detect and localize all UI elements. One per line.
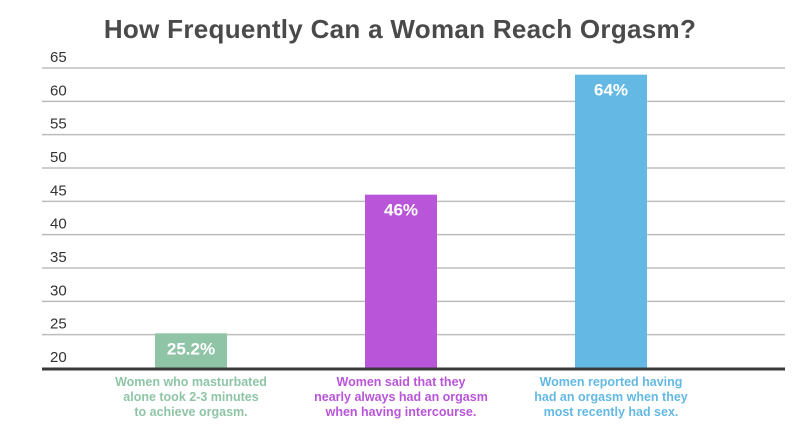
y-tick-label: 30	[50, 282, 67, 299]
data-label: 64%	[594, 81, 628, 100]
bar	[365, 194, 437, 368]
x-category-label-line: to achieve orgasm.	[134, 405, 248, 419]
data-label: 46%	[384, 201, 418, 220]
data-label: 25.2%	[167, 339, 215, 358]
bar	[575, 74, 647, 369]
y-tick-label: 25	[50, 316, 67, 333]
y-tick-label: 65	[50, 49, 67, 66]
chart-title: How Frequently Can a Woman Reach Orgasm?	[103, 14, 697, 44]
x-category-label: Women reported having had an orgasm when …	[501, 375, 721, 420]
x-category-label: Women who masturbated alone took 2-3 minu…	[81, 375, 301, 420]
x-category-label-line: Women said that they	[336, 375, 466, 389]
x-category-label-line: nearly always had an orgasm	[314, 390, 488, 404]
y-tick-label: 50	[50, 149, 67, 166]
x-category-label-line: had an orgasm when they	[534, 390, 688, 404]
y-tick-label: 55	[50, 116, 67, 133]
x-category-label-line: alone took 2-3 minutes	[123, 390, 259, 404]
x-category-label-line: when having intercourse.	[325, 405, 477, 419]
x-category-label: Women said that they nearly always had an…	[291, 375, 511, 420]
y-tick-label: 35	[50, 249, 67, 266]
x-category-label-line: most recently had sex.	[543, 405, 679, 419]
y-tick-label: 40	[50, 216, 67, 233]
y-tick-label: 45	[50, 182, 67, 199]
bar	[155, 333, 227, 368]
x-category-label-line: Women who masturbated	[115, 375, 267, 389]
y-tick-label: 60	[50, 82, 67, 99]
x-category-label-line: Women reported having	[539, 375, 683, 389]
y-tick-label: 20	[50, 349, 67, 366]
